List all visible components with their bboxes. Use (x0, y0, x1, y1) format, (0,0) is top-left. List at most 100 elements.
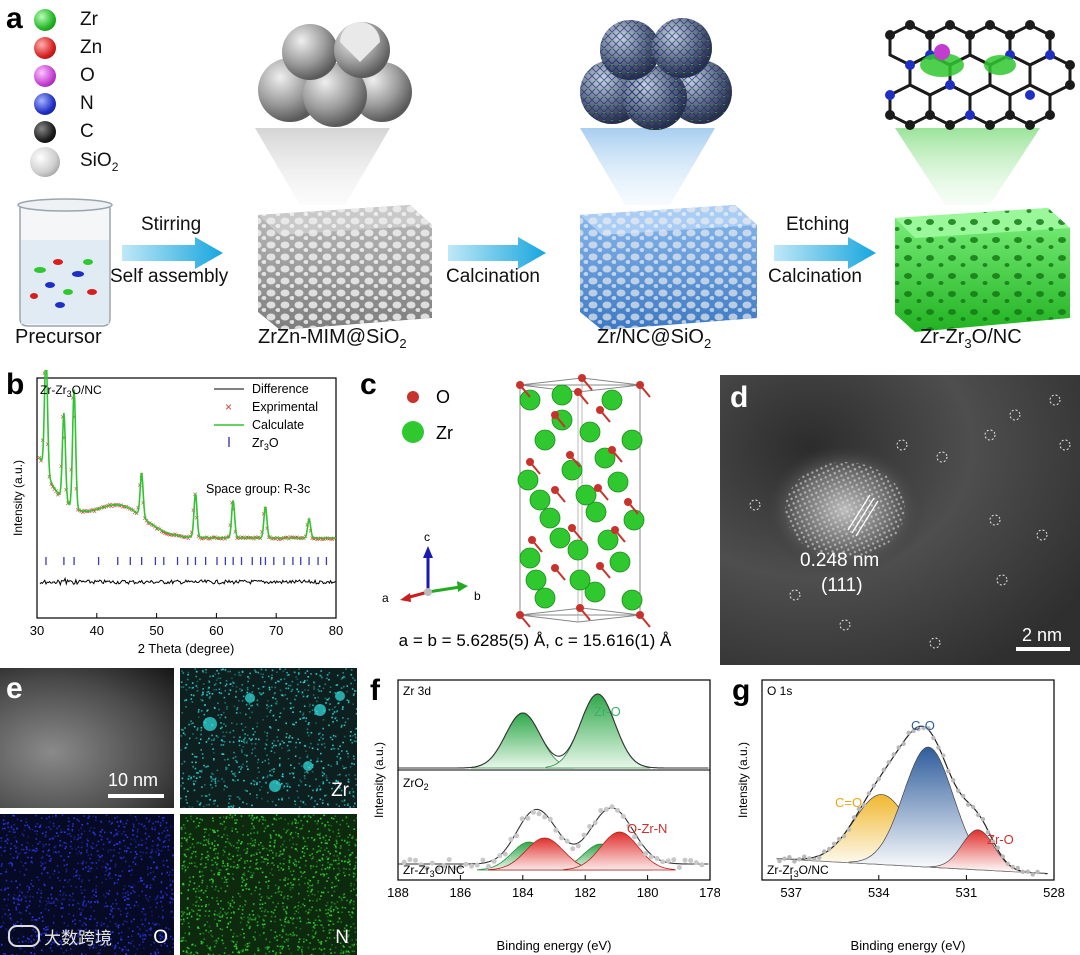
xrd-exp-point: × (166, 530, 171, 539)
haadf-stem-image: 0.248 nm (111) 2 nm d (720, 375, 1080, 665)
xrd-exp-point: × (330, 535, 335, 544)
g-data-point (980, 816, 986, 822)
xrd-x-tick-label: 70 (269, 623, 283, 638)
g-data-point (876, 776, 881, 782)
xrd-x-tick-label: 80 (329, 623, 343, 638)
xrd-exp-point: × (327, 534, 332, 543)
f-data-point (648, 854, 654, 860)
legend-sio2: SiO2 (30, 147, 118, 177)
d-plane-label: (111) (821, 575, 863, 596)
f-data-point (525, 815, 531, 821)
g-data-point (921, 725, 926, 731)
single-atom-markers (749, 394, 1071, 649)
zrzn-mim-block-icon (258, 205, 432, 330)
xrd-exp-point: × (214, 534, 219, 543)
xrd-space-group: Space group: R-3c (206, 482, 310, 496)
f-data-point (435, 866, 441, 872)
zr-atom (585, 501, 607, 523)
g-data-point (827, 846, 832, 852)
svg-text:c: c (424, 530, 430, 544)
g-data-point (802, 854, 807, 859)
xrd-legend: Difference × Exprimental Calculate Zr3O (214, 382, 318, 452)
f-data-point (497, 853, 503, 859)
xrd-exp-point: × (315, 535, 320, 544)
g-data-point (831, 841, 837, 846)
f-data-point (671, 857, 677, 863)
o-atom (624, 498, 632, 506)
f-data-point (542, 814, 548, 820)
g-x-tick-label: 531 (956, 885, 978, 900)
g-data-point (807, 856, 812, 861)
single-atom-circle (1036, 529, 1048, 541)
g-data-point (896, 745, 901, 750)
legend-n: N (34, 91, 94, 117)
g-data-point (822, 849, 827, 854)
g-zr-o-label: Zr-O (987, 832, 1014, 847)
g-data-point (856, 806, 862, 812)
zr-atom (579, 421, 601, 443)
g-data-point (926, 726, 931, 731)
f-data-point (424, 865, 430, 871)
f-data-point (452, 865, 458, 871)
stage-precursor-label: Precursor (15, 326, 102, 348)
panel-label-f: f (370, 674, 380, 707)
single-atom-circle (1009, 409, 1021, 421)
xrd-x-tick-label: 30 (30, 623, 44, 638)
g-data-point (881, 767, 886, 772)
sio2-sphere-cluster-icon (258, 22, 412, 127)
f-data-point (603, 806, 609, 812)
f-data-point (441, 863, 447, 869)
f-data-point (570, 846, 576, 852)
d-spacing-label: 0.248 nm (800, 550, 880, 571)
xrd-exp-point: × (235, 534, 240, 543)
zr-nc-sio2-block-icon (580, 205, 757, 330)
zr-map-label: Zr (331, 780, 349, 801)
xrd-exp-point: × (169, 531, 174, 540)
xrd-x-tick-label: 50 (149, 623, 163, 638)
g-data-point (817, 855, 822, 860)
f-data-point (587, 824, 593, 829)
o-map: O 大数跨境 (0, 814, 174, 955)
f-x-tick-label: 178 (699, 885, 720, 900)
zr-atom (597, 529, 619, 551)
f-data-point (575, 843, 581, 849)
xrd-exp-point: × (317, 534, 322, 543)
o-atom (568, 524, 576, 532)
single-atom-circle (896, 439, 908, 451)
legend-zr3o: Zr3O (252, 436, 279, 452)
axis-triad-icon: c a b (382, 530, 481, 605)
f-data-point (609, 804, 615, 810)
xrd-exp-point: × (199, 534, 204, 543)
xrd-exp-point: × (196, 532, 201, 541)
xrd-zr3o-ticks (45, 557, 328, 565)
xrd-difference-line (39, 576, 336, 587)
legend-zr: Zr (34, 7, 98, 33)
zr-atom (601, 389, 623, 411)
f-data-point (626, 823, 632, 829)
xrd-exp-point: × (55, 490, 60, 499)
o-atom (608, 446, 616, 454)
g-data-point (931, 735, 936, 741)
legend-exp-marker: × (225, 400, 232, 414)
g-sample-label: Zr-Zr3O/NC (767, 863, 829, 879)
o-atom (611, 526, 619, 534)
f-data-point (654, 856, 660, 861)
zr-atom (623, 509, 645, 531)
g-data-point (1000, 854, 1006, 859)
arrow-3 (774, 237, 876, 269)
o-atom (594, 484, 602, 492)
o-atom (551, 564, 559, 572)
g-data-point (1010, 864, 1015, 870)
f-data-point (491, 858, 497, 864)
xrd-exp-point: × (251, 535, 256, 544)
n-map-label: N (335, 927, 349, 948)
xrd-exp-point: × (320, 535, 325, 544)
zr-atom (519, 547, 541, 569)
g-data-point (975, 812, 981, 818)
single-atom-circle (1059, 439, 1071, 451)
g-data-point (861, 802, 867, 808)
o-atom (574, 388, 582, 396)
stage-zrzn-mim-label: ZrZn-MIM@SiO2 (258, 326, 407, 351)
unit-cell-icon (516, 374, 651, 628)
zr-atom (607, 471, 629, 493)
